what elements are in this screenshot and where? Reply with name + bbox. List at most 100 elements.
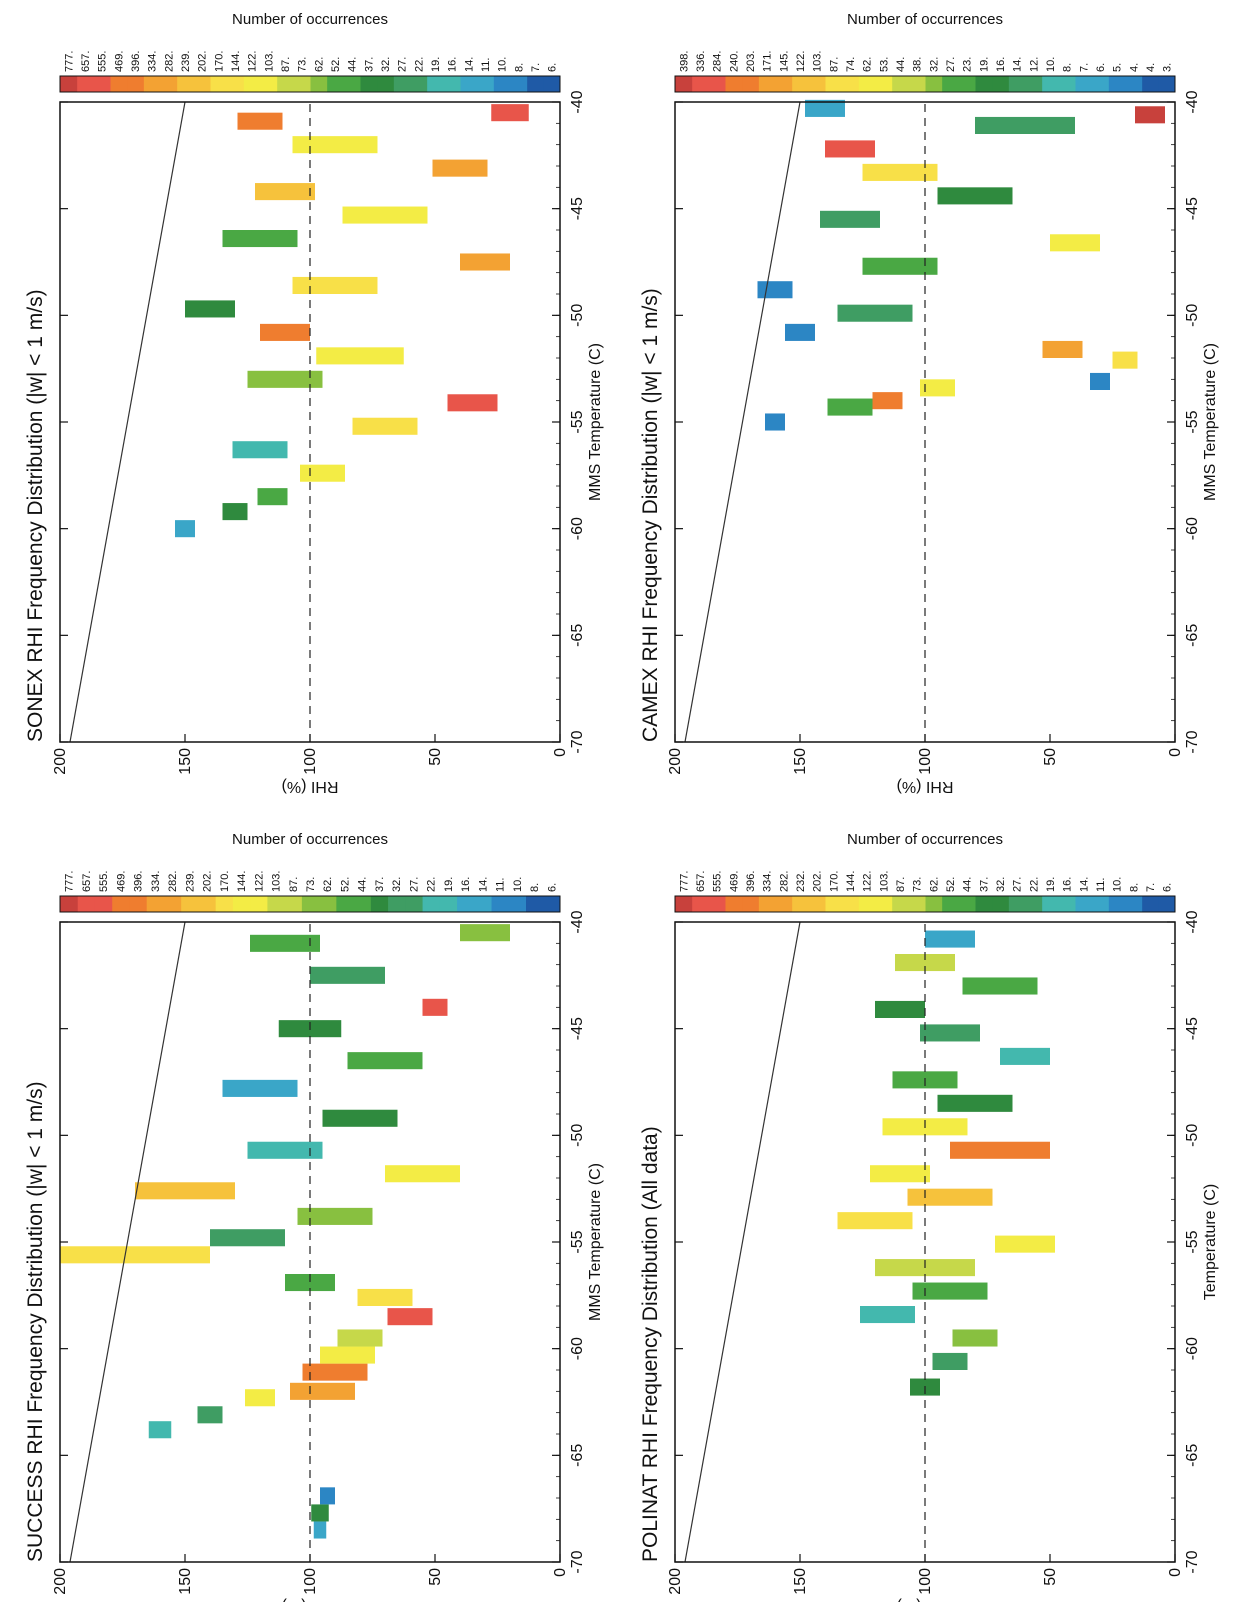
x-tick-label: -40 (569, 910, 586, 933)
colorbar-swatch (858, 896, 876, 912)
colorbar-tick-label: 52. (339, 877, 351, 892)
colorbar-tick-label: 232. (795, 871, 807, 892)
colorbar-tick-label: 23. (962, 57, 974, 72)
colorbar-tick-label: 87. (280, 57, 292, 72)
colorbar-tick-label: 10. (497, 57, 509, 72)
heatmap-cell (232, 441, 288, 459)
x-tick-label: -55 (1184, 1230, 1201, 1253)
colorbar-tick-label: 6. (1162, 883, 1174, 892)
heatmap-cell (322, 1109, 398, 1127)
heatmap-cell (222, 503, 248, 521)
heatmap-cell (210, 1229, 285, 1247)
colorbar-swatch (226, 76, 244, 92)
colorbar-tick-label: 73. (297, 57, 309, 72)
x-axis-label: MMS Temperature (C) (587, 343, 604, 501)
colorbar-swatch (825, 76, 843, 92)
x-tick-label: -65 (1184, 1444, 1201, 1467)
colorbar-swatch (76, 76, 94, 92)
x-tick-label: -55 (569, 1230, 586, 1253)
colorbar-swatch (310, 76, 328, 92)
panel-bottom-right: CAMEX RHI Frequency Distribution (|w| < … (639, 11, 1219, 795)
colorbar-swatch (77, 896, 95, 912)
heatmap-cell (952, 1329, 998, 1347)
colorbar-swatch (1091, 896, 1109, 912)
colorbar-tick-label: 170. (828, 871, 840, 892)
x-tick-label: -60 (569, 1337, 586, 1360)
heatmap-cell (260, 323, 310, 341)
y-tick-label: 150 (792, 1568, 809, 1595)
ice-saturation-line (684, 101, 801, 743)
colorbar-label: Number of occurrences (847, 831, 1003, 848)
colorbar-tick-label: 73. (305, 877, 317, 892)
colorbar-swatch (1158, 76, 1176, 92)
colorbar-swatch (891, 76, 909, 92)
y-tick-label: 50 (427, 1568, 444, 1586)
colorbar-tick-label: 170. (219, 871, 231, 892)
colorbar-swatch (908, 76, 926, 92)
colorbar-tick-label: 3. (1162, 63, 1174, 72)
colorbar-tick-label: 170. (213, 51, 225, 72)
colorbar-swatch (1008, 896, 1026, 912)
y-tick-label: 200 (52, 1568, 69, 1595)
heatmap-cell (222, 229, 298, 248)
colorbar-swatch (393, 76, 411, 92)
colorbar-tick-label: 555. (97, 51, 109, 72)
heatmap-cell (862, 257, 938, 275)
colorbar-swatch (925, 896, 943, 912)
heatmap-cell (862, 163, 938, 181)
colorbar-swatch (249, 896, 268, 912)
colorbar-swatch (991, 896, 1009, 912)
colorbar-swatch (293, 76, 311, 92)
x-tick-label: -65 (569, 624, 586, 647)
x-tick-label: -70 (1184, 1550, 1201, 1573)
colorbar-tick-label: 284. (712, 51, 724, 72)
y-axis-label: RHI (%) (897, 1598, 954, 1602)
colorbar-swatch (439, 896, 458, 912)
colorbar-tick-label: 334. (147, 51, 159, 72)
x-tick-label: -45 (569, 197, 586, 220)
colorbar-swatch (143, 76, 161, 92)
colorbar-tick-label: 52. (330, 57, 342, 72)
colorbar-label: Number of occurrences (847, 11, 1003, 28)
colorbar-tick-label: 37. (374, 877, 386, 892)
colorbar-frame (59, 895, 561, 913)
x-tick-label: -60 (1184, 517, 1201, 540)
colorbar-tick-label: 122. (862, 871, 874, 892)
heatmap-cell (805, 99, 845, 117)
heatmap-cell (491, 104, 529, 122)
colorbar-swatch (426, 76, 444, 92)
colorbar-tick-label: 53. (878, 57, 890, 72)
colorbar-tick-label: 73. (912, 877, 924, 892)
colorbar-tick-label: 62. (322, 877, 334, 892)
colorbar-tick-label: 469. (115, 871, 127, 892)
heatmap-cell (907, 1188, 993, 1206)
colorbar-tick-label: 19. (978, 57, 990, 72)
colorbar-swatch (126, 76, 144, 92)
colorbar-tick-label: 16. (447, 57, 459, 72)
colorbar-tick-label: 240. (728, 51, 740, 72)
colorbar-swatch (691, 896, 709, 912)
heatmap-cell (316, 347, 404, 365)
colorbar-swatch (111, 896, 130, 912)
x-tick-label: -40 (1184, 90, 1201, 113)
colorbar-swatch (775, 76, 793, 92)
colorbar-tick-label: 14. (1078, 877, 1090, 892)
colorbar-swatch (875, 896, 893, 912)
colorbar-tick-label: 239. (184, 871, 196, 892)
colorbar-swatch (376, 76, 394, 92)
heatmap-cell (1090, 372, 1110, 390)
colorbar-tick-label: 145. (778, 51, 790, 72)
heatmap-cells (837, 930, 1055, 1396)
colorbar-swatch (691, 76, 709, 92)
colorbar-tick-label: 27. (408, 877, 420, 892)
colorbar-swatch (858, 76, 876, 92)
heatmap-cell (860, 1306, 915, 1324)
colorbar-tick-label: 44. (347, 57, 359, 72)
colorbar-tick-label: 62. (862, 57, 874, 72)
heatmap-cell (311, 1504, 329, 1522)
heatmap-cell (245, 1389, 275, 1407)
colorbar-swatch (266, 896, 285, 912)
colorbar-tick-label: 144. (230, 51, 242, 72)
x-axis-label: Temperature (C) (1202, 1184, 1219, 1300)
colorbar-tick-label: 282. (167, 871, 179, 892)
